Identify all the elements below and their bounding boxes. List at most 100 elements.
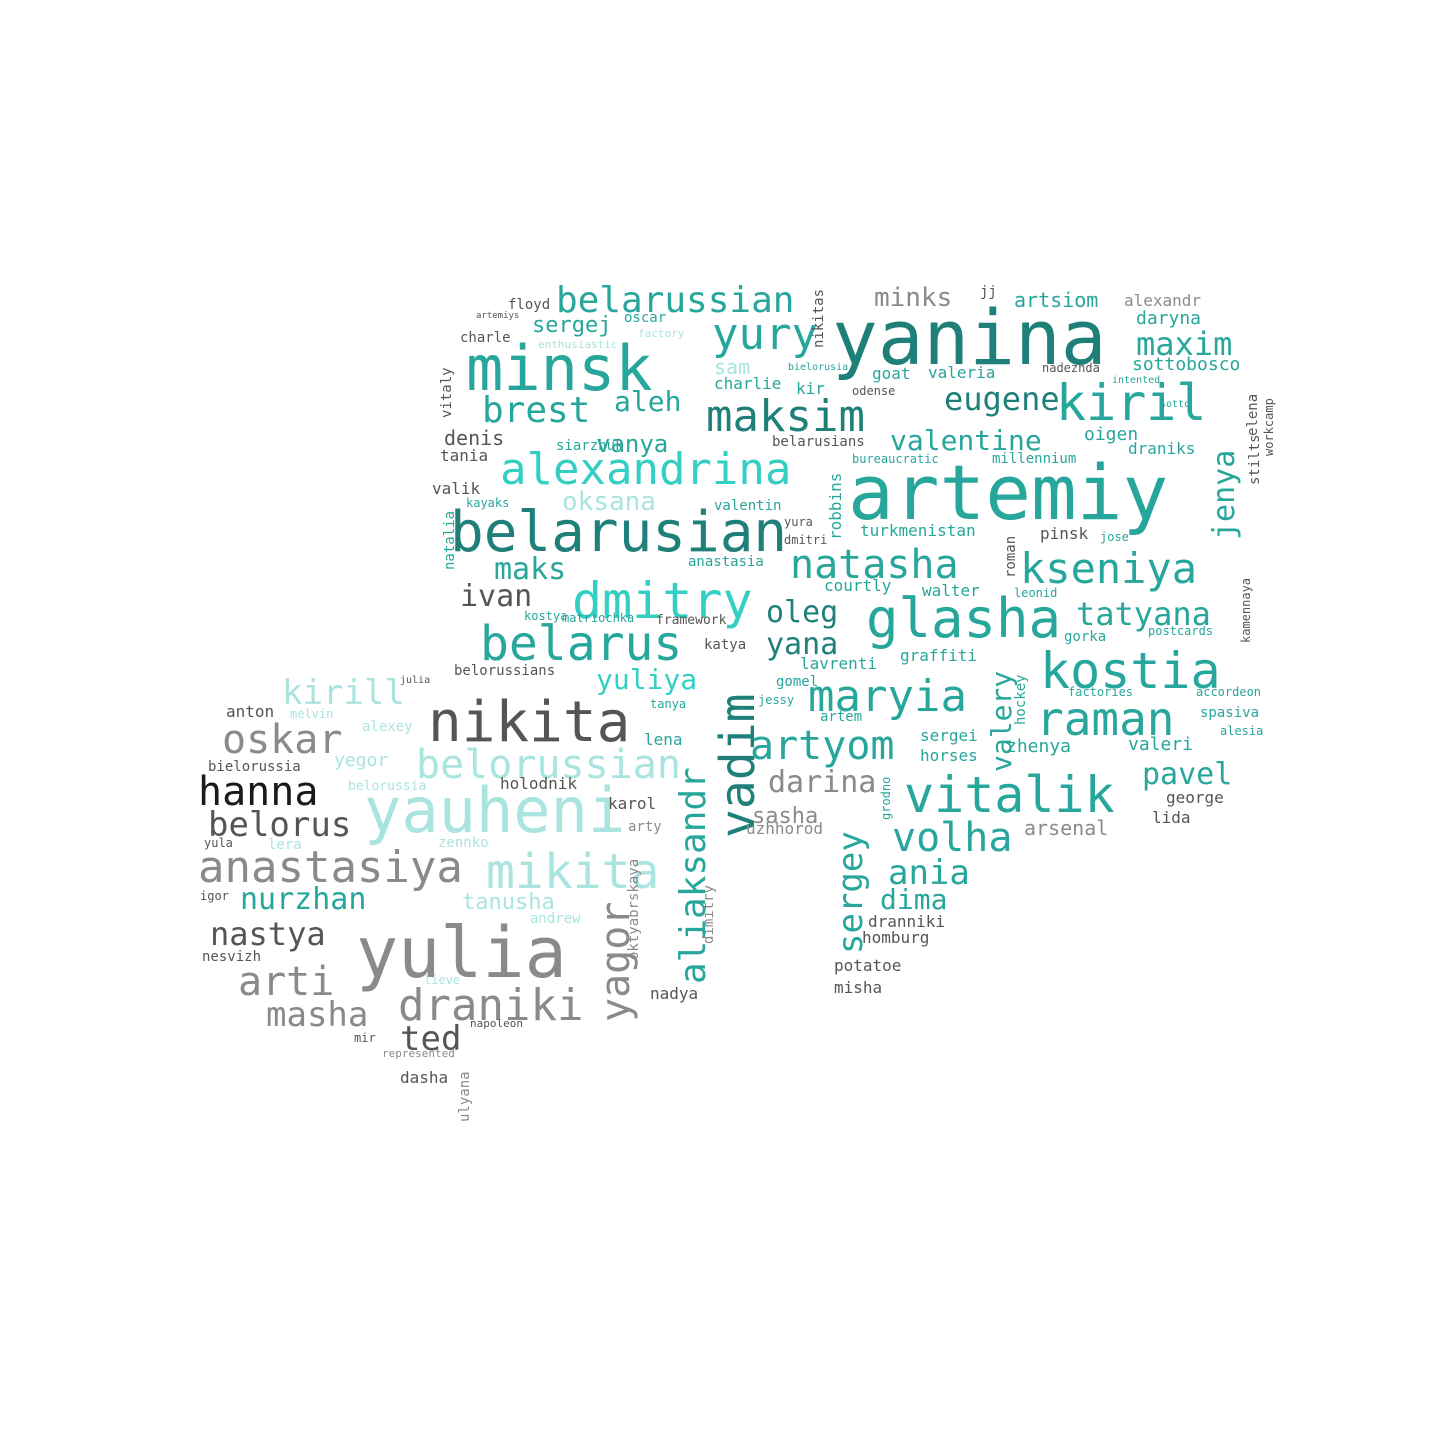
word-belorussia: belorussia [348,779,427,794]
word-george: george [1166,788,1224,807]
word-oksana: oksana [562,487,656,517]
word-kiril: kiril [1056,374,1207,432]
word-artem: artem [820,709,863,725]
word-pinsk: pinsk [1040,524,1089,543]
word-framework: framework [656,613,727,628]
word-tatyana: tatyana [1076,595,1211,633]
word-yuliya: yuliya [596,663,698,696]
word-lena: lena [644,730,683,749]
word-arty: arty [628,819,662,835]
word-belarusian: belarusian [450,500,788,565]
word-floyd: floyd [508,297,551,313]
word-napoleon: napoleon [470,1017,523,1030]
word-artsiom: artsiom [1014,288,1099,312]
word-anton: anton [226,702,275,721]
word-vitalik: vitalik [904,766,1115,824]
word-yanina: yanina [832,293,1107,382]
word-alexandrina: alexandrina [500,444,792,495]
word-misha: misha [834,978,883,997]
word-dranniki: dranniki [868,912,946,931]
word-belorussian: belorussian [416,742,681,788]
word-yegor: yegor [334,750,389,771]
word-goat: goat [872,364,911,383]
word-alexey: alexey [362,719,413,735]
word-robbins: robbins [826,472,845,540]
word-jenya: jenya [1207,449,1242,540]
word-ulyana: ulyana [457,1071,473,1122]
word-tania: tania [440,446,489,465]
word-volha: volha [892,815,1013,861]
word-artemiy: artemiy [848,448,1169,537]
word-natalia: natalia [442,510,458,570]
word-belarusians: belarusians [772,434,865,450]
word-draniks: draniks [1128,439,1196,458]
word-denis: denis [444,426,505,450]
word-turkmenistan: turkmenistan [860,521,976,540]
word-raman: raman [1036,692,1175,746]
word-potatoe: potatoe [834,956,902,975]
word-homburg: homburg [862,928,930,947]
word-jessy: jessy [758,693,795,707]
word-darina: darina [768,765,877,800]
word-anastasia: anastasia [688,554,764,570]
word-vanya: vanya [596,430,669,458]
word-maryia: maryia [808,671,967,722]
word-artyom: artyom [750,723,895,769]
word-graffiti: graffiti [900,646,978,665]
word-grodno: grodno [879,776,893,820]
word-odense: odense [852,384,896,398]
word-hockey: hockey [1013,674,1029,725]
word-kostia: kostia [1040,642,1221,700]
word-oktyabrskaya: oktyabrskaya [626,858,642,960]
word-brest: brest [482,390,591,431]
word-dmitri: dmitri [784,533,828,547]
word-enthusiastic: enthusiastic [538,338,618,351]
word-sergej: sergej [532,313,612,338]
word-belorus: belorus [208,805,352,845]
word-lera: lera [268,837,302,853]
word-sasha: sasha [752,804,819,829]
word-matriochka: matriochka [562,611,635,625]
word-oscar: oscar [624,310,667,326]
word-lida: lida [1152,808,1191,827]
word-ted: ted [400,1019,462,1059]
word-belorussians: belorussians [454,663,556,679]
word-dima: dima [880,883,948,916]
word-nastya: nastya [210,915,326,953]
word-masha: masha [266,995,369,1035]
word-elena: elena [1245,393,1261,436]
word-kamennaya: kamennaya [1239,577,1253,643]
word-igor: igor [200,889,229,903]
word-lavrenti: lavrenti [800,654,878,673]
word-roman: roman [1003,535,1019,578]
word-minsk: minsk [466,332,653,405]
word-bureaucratic: bureaucratic [852,452,939,466]
word-spasiva: spasiva [1200,705,1260,721]
word-leonid: leonid [1014,586,1058,600]
word-nikitas: nikitas [811,288,827,348]
word-courtly: courtly [824,576,892,595]
word-oskar: oskar [222,717,343,763]
word-accordeon: accordeon [1196,685,1262,699]
word-kseniya: kseniya [1020,544,1198,593]
word-yury: yury [712,309,818,360]
word-holodnik: holodnik [500,774,578,793]
word-artemiys: artemiys [476,311,520,321]
word-tanya: tanya [650,697,687,711]
word-nadezhda: nadezhda [1042,361,1100,375]
word-yula: yula [204,836,233,850]
word-charlie: charlie [714,374,782,393]
word-draniki: draniki [398,980,584,1031]
word-sam: sam [714,355,751,379]
word-nesvizh: nesvizh [202,949,262,965]
word-nikita: nikita [428,690,631,755]
word-oleg: oleg [766,595,839,630]
word-arsenal: arsenal [1024,816,1109,840]
word-anastasiya: anastasiya [198,842,463,893]
word-aleh: aleh [614,385,682,418]
word-valentin: valentin [714,498,782,514]
word-dmitry: dmitry [572,572,753,630]
word-aliaksandr: aliaksandr [673,767,714,984]
word-mikita: mikita [486,844,660,900]
word-horses: horses [920,746,978,765]
